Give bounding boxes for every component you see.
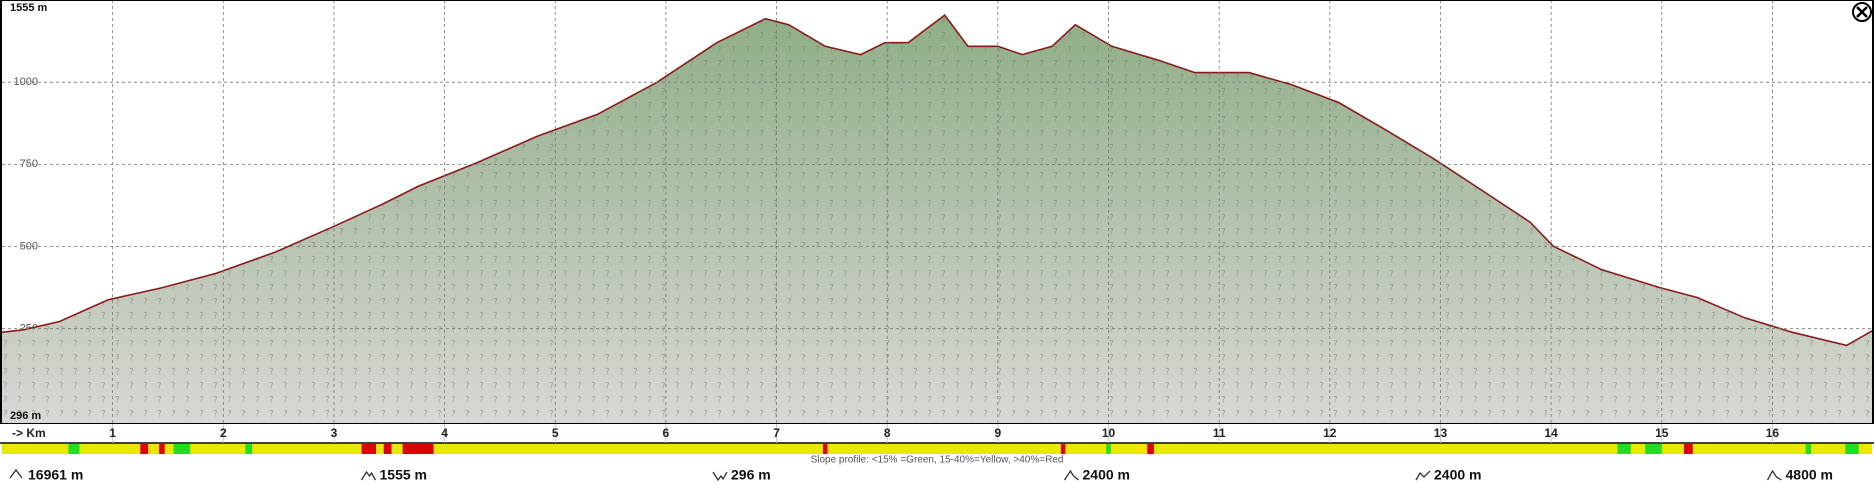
x-tick-label: 13	[1434, 426, 1448, 440]
x-tick-label: 6	[663, 426, 670, 440]
stat-value: 4800 m	[1786, 467, 1833, 483]
x-tick-label: 7	[773, 426, 780, 440]
stat-icon	[1766, 469, 1782, 481]
profile-line	[1, 13, 1874, 347]
x-tick-label: 8	[884, 426, 891, 440]
plot-area: 2505007501000	[1, 0, 1874, 424]
stat-value: 2400 m	[1083, 467, 1130, 483]
slope-segment	[140, 444, 149, 454]
stat-icon	[1415, 470, 1431, 481]
x-tick-label: 3	[331, 426, 338, 440]
stat-value: 1555 m	[380, 467, 427, 483]
slope-segment	[159, 444, 165, 454]
slope-segment	[823, 444, 828, 454]
x-tick-label: 1	[109, 426, 116, 440]
slope-segment	[1683, 444, 1693, 454]
x-tick-label: 14	[1544, 426, 1558, 440]
max-elevation-label: 1555 m	[10, 2, 48, 14]
stat-icon	[9, 468, 23, 479]
x-tick-label: 11	[1213, 426, 1226, 440]
slope-segment	[383, 444, 392, 454]
x-tick-label: 15	[1655, 426, 1669, 440]
x-tick-label: 5	[552, 426, 559, 440]
stats-row: 16961 m 1555 m 296 m 2400 m 2400 m 4800 m	[9, 467, 1833, 483]
slope-bar	[2, 444, 1872, 454]
x-tick-label: 4	[441, 426, 448, 440]
slope-legend: Slope profile: <15% =Green, 15-40%=Yello…	[811, 455, 1064, 466]
x-axis-label: -> Km	[12, 426, 46, 440]
slope-segment	[1805, 444, 1812, 454]
slope-segment	[1645, 444, 1662, 454]
slope-segment	[68, 444, 80, 454]
slope-base	[2, 444, 1872, 454]
slope-segment	[361, 444, 376, 454]
x-tick-label: 2	[220, 426, 227, 440]
area-texture	[2, 15, 1874, 424]
stat-icon	[712, 471, 728, 482]
x-tick-label: 9	[995, 426, 1002, 440]
slope-segment	[1845, 444, 1859, 454]
stat-value: 16961 m	[28, 467, 83, 483]
stat-value: 296 m	[731, 467, 771, 483]
slope-segment	[1617, 444, 1631, 454]
close-x[interactable]	[1856, 6, 1868, 18]
km-row	[0, 424, 1874, 444]
slope-segment	[1060, 444, 1066, 454]
x-tick-label: 12	[1323, 426, 1337, 440]
stat-icon	[1063, 469, 1079, 481]
slope-segment	[245, 444, 253, 454]
slope-segment	[402, 444, 434, 454]
stat-icon	[360, 470, 377, 481]
x-tick-label: 10	[1102, 426, 1116, 440]
slope-segment	[173, 444, 191, 454]
min-elevation-label: 296 m	[10, 410, 41, 422]
y-tick-label: 1000	[14, 76, 38, 88]
close-button[interactable]	[1852, 2, 1872, 22]
slope-segment	[1106, 444, 1111, 454]
stat-value: 2400 m	[1434, 467, 1481, 483]
x-tick-label: 16	[1766, 426, 1780, 440]
slope-segment	[1147, 444, 1154, 454]
